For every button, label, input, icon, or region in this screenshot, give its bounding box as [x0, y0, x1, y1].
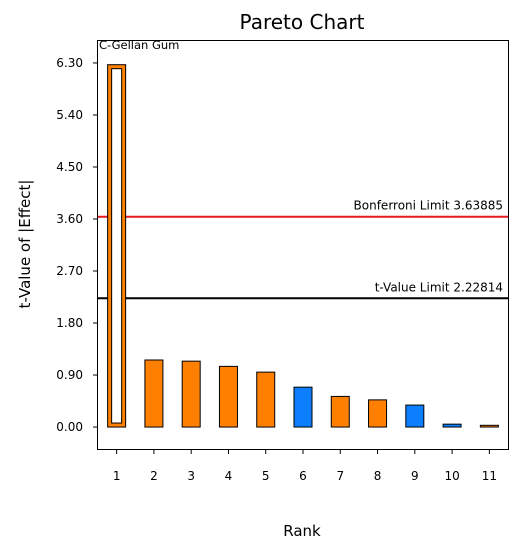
x-axis: 1 2 3 4 5 6 7 8 9 10 11: [113, 449, 497, 483]
x-tick-label: 10: [444, 469, 459, 483]
y-tick-label: 3.60: [56, 212, 83, 226]
reference-line-label: t-Value Limit 2.22814: [375, 280, 503, 294]
x-tick-label: 9: [411, 469, 419, 483]
y-tick-label: 4.50: [56, 160, 83, 174]
x-tick-label: 2: [150, 469, 158, 483]
bar: [256, 371, 276, 428]
bar-highlight-marker: [111, 68, 123, 424]
x-tick-label: 5: [262, 469, 270, 483]
x-tick-label: 1: [113, 469, 121, 483]
bar: [218, 365, 238, 428]
x-tick-label: 4: [225, 469, 233, 483]
bar: [144, 359, 164, 428]
bars: [107, 64, 499, 428]
x-tick-label: 11: [482, 469, 497, 483]
x-tick-label: 3: [187, 469, 195, 483]
bar: [442, 423, 462, 428]
y-tick-label: 2.70: [56, 264, 83, 278]
bar: [293, 386, 313, 428]
y-axis-label: t-Value of |Effect|: [16, 180, 34, 309]
y-tick-label: 0.90: [56, 368, 83, 382]
x-tick-label: 6: [299, 469, 307, 483]
reference-lines: Bonferroni Limit 3.63885 t-Value Limit 2.…: [98, 199, 508, 300]
y-tick-label: 1.80: [56, 316, 83, 330]
x-axis-label: Rank: [283, 522, 321, 540]
bar: [181, 360, 201, 428]
bar: [479, 424, 499, 428]
reference-line-label: Bonferroni Limit 3.63885: [354, 199, 503, 213]
bar: [330, 395, 350, 428]
y-tick-label: 6.30: [56, 56, 83, 70]
highlighted-bar-label: C-Gellan Gum: [99, 38, 179, 52]
y-tick-label: 0.00: [56, 420, 83, 434]
bar: [368, 399, 388, 428]
y-tick-label: 5.40: [56, 108, 83, 122]
x-tick-label: 7: [336, 469, 344, 483]
chart-title: Pareto Chart: [240, 10, 365, 34]
x-tick-label: 8: [374, 469, 382, 483]
bar: [405, 404, 425, 428]
y-axis: 0.00 0.90 1.80 2.70 3.60 4.50 5.40 6.30: [56, 56, 98, 434]
